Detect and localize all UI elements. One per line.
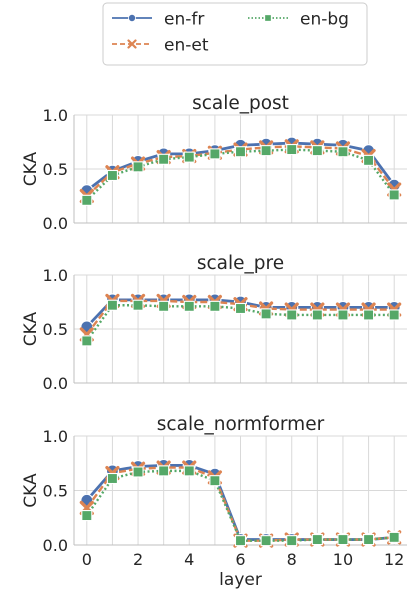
y-tick-label: 1.0 [43,106,68,125]
data-point-en-bg [133,467,143,477]
y-tick-label: 1.0 [43,266,68,285]
x-tick-label: 10 [333,550,353,569]
chart-panel-scale_normformer: scale_normformer 0.0 0.5 1.0 CKA 0 2 4 6 8 10 12 lay… [21,414,407,590]
data-point-en-bg [312,310,322,320]
x-tick-label: 8 [287,550,297,569]
y-axis-label: CKA [21,473,41,508]
data-point-en-bg [159,466,169,476]
data-point-en-bg [236,536,246,546]
panel-title: scale_pre [197,253,284,274]
data-point-en-bg [312,535,322,545]
data-point-en-bg [184,301,194,311]
panel-title: scale_post [192,93,289,114]
data-point-en-bg [236,303,246,313]
y-tick-label: 0.5 [43,482,68,501]
data-point-en-bg [107,474,117,484]
y-tick-label: 1.0 [43,427,68,446]
y-axis-label: CKA [21,311,41,346]
x-axis-label: layer [219,570,262,590]
y-tick-label: 0.5 [43,160,68,179]
data-point-en-bg [338,147,348,157]
data-point-en-bg [107,300,117,310]
y-tick-label: 0.5 [43,320,68,339]
data-point-en-bg [236,147,246,157]
y-axis-label: CKA [21,151,41,186]
panel-title: scale_normformer [157,414,325,435]
data-point-en-bg [210,149,220,159]
x-tick-label: 12 [384,550,404,569]
data-point-en-bg [159,301,169,311]
data-point-en-bg [389,310,399,320]
chart-panel-scale_pre: scale_pre 0.0 0.5 1.0 CKA [21,253,407,393]
data-point-en-bg [210,301,220,311]
data-point-en-bg [338,535,348,545]
x-tick-label: 4 [184,550,194,569]
legend-label: en-fr [164,10,204,30]
data-point-en-bg [82,195,92,205]
y-tick-label: 0.0 [43,536,68,555]
data-point-en-bg [287,536,297,546]
data-point-en-bg [312,146,322,156]
data-point-en-bg [184,466,194,476]
legend-marker-circle [128,14,135,21]
data-point-en-bg [364,155,374,165]
x-tick-label: 2 [133,550,143,569]
data-point-en-bg [159,154,169,164]
data-point-en-bg [389,532,399,542]
data-point-en-bg [364,310,374,320]
data-point-en-bg [82,511,92,521]
data-point-en-bg [364,535,374,545]
data-point-en-bg [287,145,297,155]
data-point-en-bg [287,310,297,320]
data-point-en-bg [107,170,117,180]
y-tick-label: 0.0 [43,374,68,393]
chart-panel-scale_post: scale_post 0.0 0.5 1.0 CKA [21,93,407,233]
x-tick-label: 0 [82,550,92,569]
data-point-en-bg [338,310,348,320]
data-point-en-bg [184,152,194,162]
data-point-en-bg [261,309,271,319]
data-point-en-bg [133,300,143,310]
legend-label: en-bg [300,10,349,30]
data-point-en-bg [261,536,271,546]
data-point-en-bg [389,190,399,200]
data-point-en-bg [133,162,143,172]
data-point-en-bg [261,146,271,156]
data-point-en-bg [82,336,92,346]
legend-marker-square [265,15,272,22]
x-tick-label: 6 [235,550,245,569]
data-point-en-bg [210,476,220,486]
y-tick-label: 0.0 [43,214,68,233]
legend: en-fr en-et en-bg [103,3,367,65]
legend-label: en-et [164,36,209,56]
